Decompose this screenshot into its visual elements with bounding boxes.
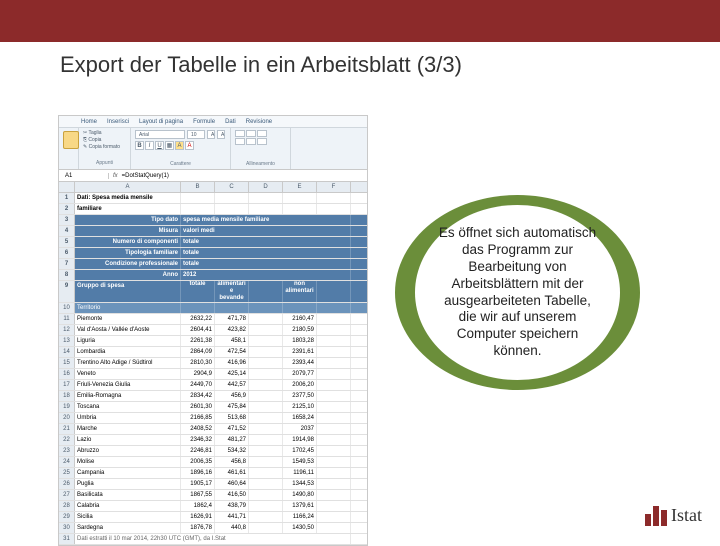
table-row: 12Val d'Aosta / Vallée d'Aoste2604,41423… — [59, 325, 367, 336]
table-row: 30Sardegna1876,78440,81430,50 — [59, 523, 367, 534]
clipboard-section: ✂ Taglia ⎘ Copia ✎ Copia formato Appunti — [79, 128, 131, 169]
table-row: 28Calabria1862,4438,791379,61 — [59, 501, 367, 512]
table-row: 1Dati: Spesa media mensile — [59, 193, 367, 204]
table-row: 20Umbria2166,85513,681658,24 — [59, 413, 367, 424]
table-row: 2familiare — [59, 204, 367, 215]
pastefmt-label[interactable]: ✎ Copia formato — [83, 144, 126, 151]
copy-label[interactable]: ⎘ Copia — [83, 137, 126, 144]
table-row: 10Territorio — [59, 303, 367, 314]
header-bar — [0, 0, 720, 42]
tab-formulas[interactable]: Formule — [193, 119, 215, 125]
tab-data[interactable]: Dati — [225, 119, 236, 125]
fill-icon[interactable]: A — [175, 141, 184, 150]
callout-bubble: Es öffnet sich automatisch das Programm … — [395, 195, 640, 390]
table-row: 17Friuli-Venezia Giulia2449,70442,572006… — [59, 380, 367, 391]
font-name[interactable]: Arial — [135, 130, 185, 139]
bold-icon[interactable]: B — [135, 141, 144, 150]
table-row: 25Campania1896,16461,611196,11 — [59, 468, 367, 479]
sheet-body: 1Dati: Spesa media mensile2familiare3Tip… — [59, 193, 367, 545]
ribbon: Home Inserisci Layout di pagina Formule … — [58, 115, 368, 546]
table-row: 18Emilia-Romagna2834,42456,92377,50 — [59, 391, 367, 402]
border-icon[interactable]: ▦ — [165, 141, 174, 150]
table-row: 22Lazio2346,32481,271914,98 — [59, 435, 367, 446]
align-section: Allineamento — [231, 128, 291, 169]
table-row: 13Liguria2261,38458,11803,28 — [59, 336, 367, 347]
tab-review[interactable]: Revisione — [246, 119, 272, 125]
table-row: 24Molise2006,35456,81549,53 — [59, 457, 367, 468]
italic-icon[interactable]: I — [145, 141, 154, 150]
table-row: 29Sicilia1626,91441,711166,24 — [59, 512, 367, 523]
clipboard-group-label: Appunti — [83, 160, 126, 167]
tab-insert[interactable]: Inserisci — [107, 119, 129, 125]
align-buttons[interactable] — [235, 130, 286, 145]
paste-section — [59, 128, 79, 169]
table-row: 4Misuravalori medi — [59, 226, 367, 237]
cut-label[interactable]: ✂ Taglia — [83, 130, 126, 137]
table-row: 16Veneto2904,9425,142079,77 — [59, 369, 367, 380]
font-size[interactable]: 10 — [187, 130, 205, 139]
table-row: 23Abruzzo2246,81534,321702,45 — [59, 446, 367, 457]
cell-ref-box[interactable]: A1 — [59, 173, 109, 179]
table-row: 6Tipologia familiaretotale — [59, 248, 367, 259]
table-row: 15Trentino Alto Adige / Südtirol2810,304… — [59, 358, 367, 369]
istat-logo: Istat — [645, 505, 702, 526]
formula-box[interactable]: =DotStatQuery(1) — [122, 173, 169, 179]
table-row: 26Puglia1905,17460,641344,53 — [59, 479, 367, 490]
font-group-label: Carattere — [135, 161, 226, 167]
align-group-label: Allineamento — [235, 161, 286, 167]
table-row: 5Numero di componentitotale — [59, 237, 367, 248]
slide-title: Export der Tabelle in ein Arbeitsblatt (… — [0, 42, 720, 78]
formula-bar: A1 fx =DotStatQuery(1) — [59, 170, 367, 182]
table-row: 8Anno2012 — [59, 270, 367, 281]
underline-icon[interactable]: U — [155, 141, 164, 150]
font-section: Arial 10 A A B I U ▦ A A Carattere — [131, 128, 231, 169]
table-row: 27Basilicata1867,55416,501490,80 — [59, 490, 367, 501]
table-row: 11Piemonte2632,22471,782160,47 — [59, 314, 367, 325]
table-row: 7Condizione professionaletotale — [59, 259, 367, 270]
tab-home[interactable]: Home — [81, 119, 97, 125]
table-row: 14Lombardia2864,09472,542391,61 — [59, 347, 367, 358]
fontcolor-icon[interactable]: A — [185, 141, 194, 150]
callout-text: Es öffnet sich automatisch das Programm … — [437, 225, 598, 360]
column-headers: A B C D E F — [59, 182, 367, 193]
shrink-font-icon[interactable]: A — [217, 130, 225, 139]
paste-icon[interactable] — [63, 131, 79, 149]
tab-layout[interactable]: Layout di pagina — [139, 119, 183, 125]
logo-text: Istat — [671, 505, 702, 526]
table-row: 19Toscana2601,30475,842125,10 — [59, 402, 367, 413]
table-row: 3Tipo datospesa media mensile familiare — [59, 215, 367, 226]
table-row: 21Marche2408,52471,522037 — [59, 424, 367, 435]
spreadsheet-screenshot: Home Inserisci Layout di pagina Formule … — [58, 115, 368, 546]
table-row: 9Gruppo di spesatotalealimentari e bevan… — [59, 281, 367, 303]
logo-bars-icon — [645, 506, 667, 526]
grow-font-icon[interactable]: A — [207, 130, 215, 139]
fx-icon[interactable]: fx — [109, 173, 122, 179]
ribbon-tabs: Home Inserisci Layout di pagina Formule … — [59, 116, 367, 128]
